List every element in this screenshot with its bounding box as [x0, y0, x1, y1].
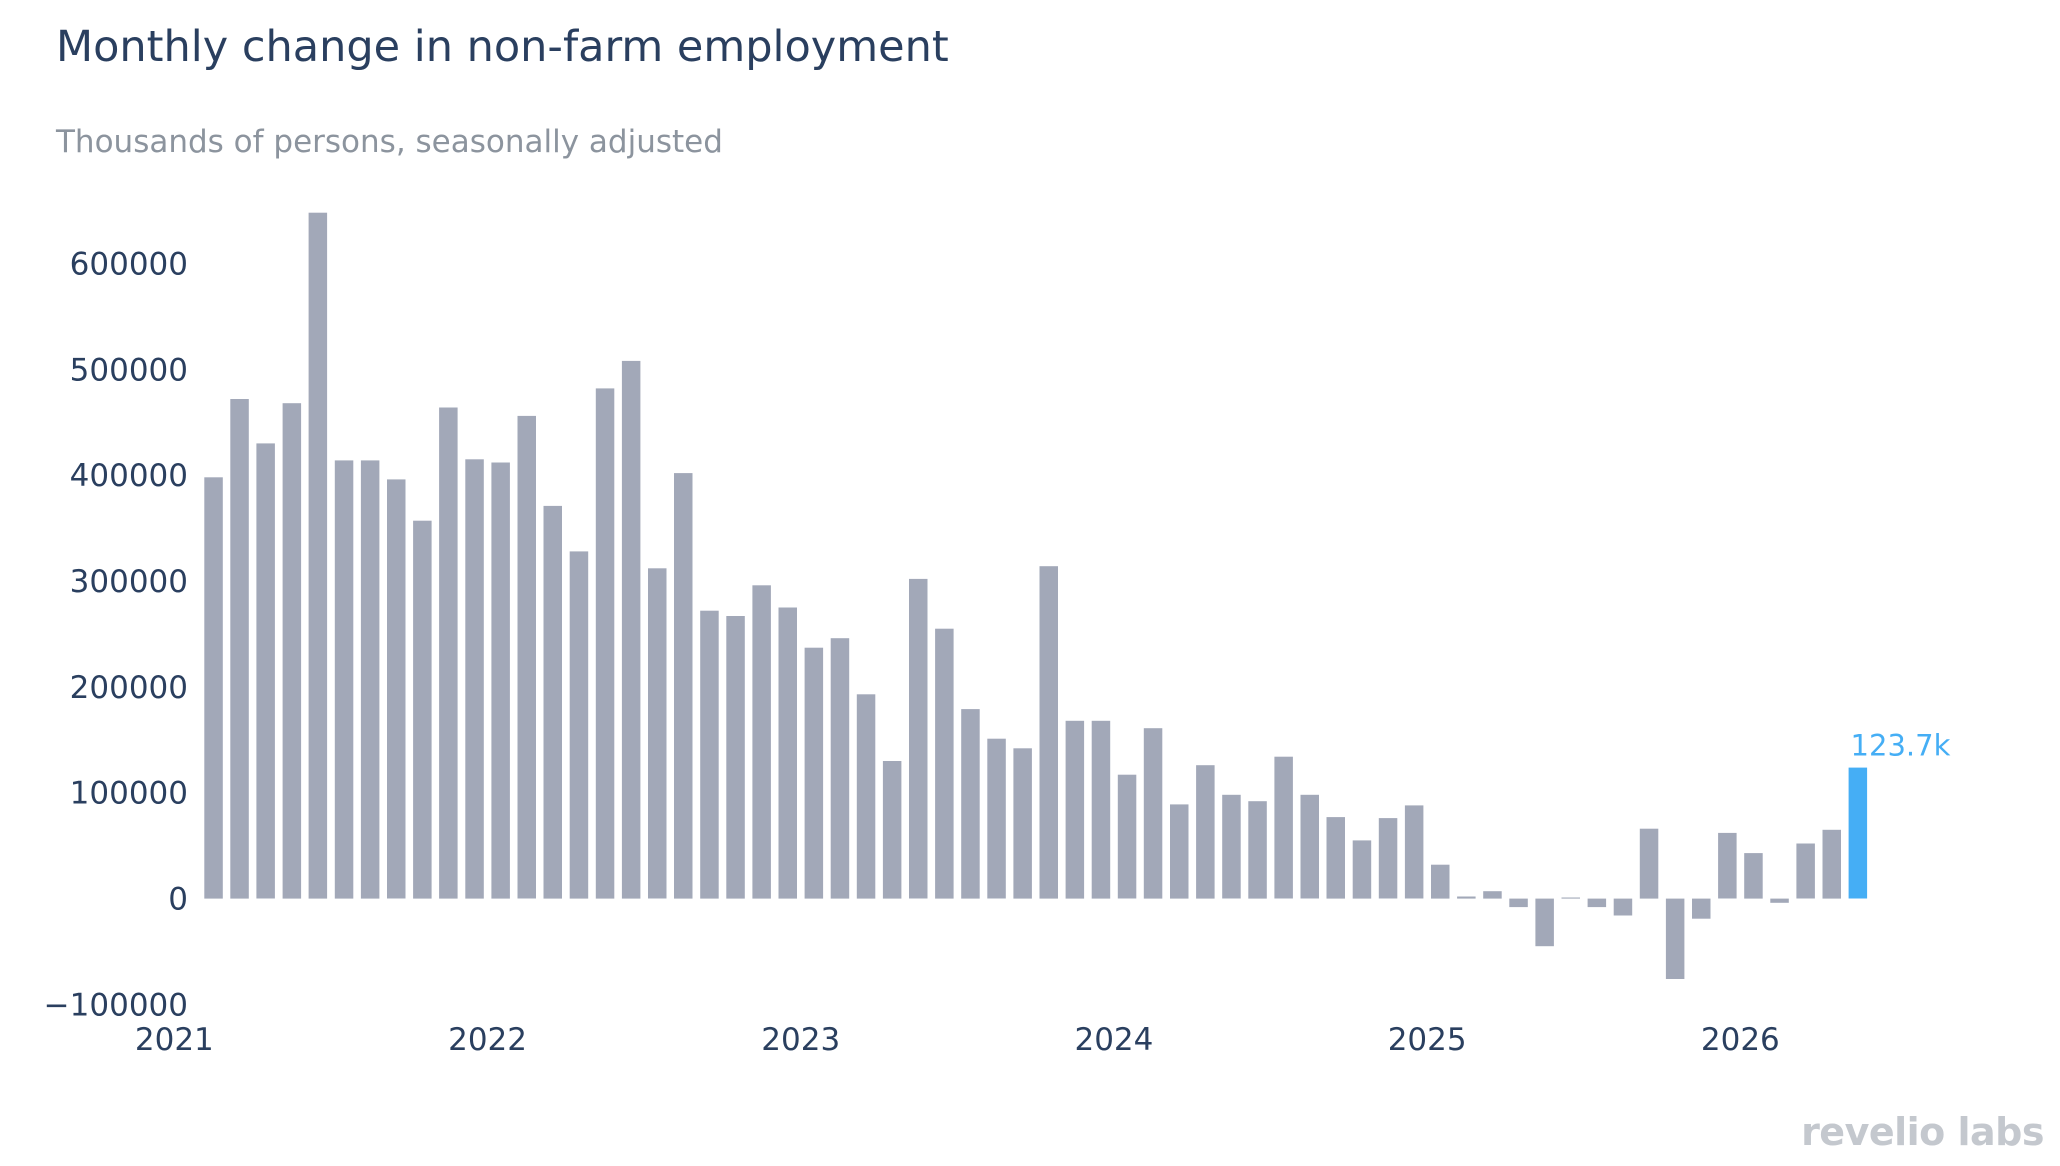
bar — [1483, 891, 1502, 899]
bar — [595, 388, 615, 899]
bar — [360, 460, 380, 899]
bar — [1091, 720, 1111, 899]
y-tick-label: 400000 — [70, 458, 188, 494]
bar — [674, 473, 693, 899]
y-tick-label: 100000 — [70, 776, 188, 812]
bar — [778, 607, 797, 899]
bar — [256, 443, 275, 899]
bar — [882, 761, 902, 899]
bar — [1561, 897, 1580, 899]
bar — [700, 610, 719, 899]
bar — [204, 477, 223, 899]
x-tick-label: 2024 — [1074, 1022, 1153, 1058]
bar — [1718, 832, 1737, 899]
latest-value-label: 123.7k — [1851, 729, 1951, 763]
bar — [569, 551, 589, 899]
y-tick-label: 200000 — [70, 670, 188, 706]
bar — [648, 568, 667, 899]
y-tick-label: 600000 — [70, 247, 188, 283]
bar — [282, 403, 302, 899]
chart-subtitle: Thousands of persons, seasonally adjuste… — [56, 124, 723, 160]
bar — [1065, 720, 1085, 899]
bar-latest — [1848, 767, 1868, 899]
bar — [230, 399, 249, 899]
bar — [1378, 818, 1398, 899]
bar — [1457, 896, 1476, 899]
y-tick-label: 0 — [168, 882, 188, 918]
bar — [1274, 756, 1293, 899]
y-tick-label: 300000 — [70, 564, 188, 600]
bar — [1431, 864, 1450, 899]
bar — [1170, 804, 1189, 899]
x-tick-label: 2025 — [1388, 1022, 1467, 1058]
bar — [439, 407, 458, 899]
bar — [1509, 898, 1528, 908]
y-tick-label: 500000 — [70, 352, 188, 388]
bar — [1639, 828, 1659, 899]
x-tick-label: 2026 — [1701, 1022, 1780, 1058]
bar — [413, 520, 432, 899]
bar — [752, 585, 771, 899]
bar — [1404, 805, 1424, 899]
bar — [726, 616, 745, 899]
y-tick-label: −100000 — [44, 987, 188, 1023]
bar — [1326, 817, 1345, 899]
bar — [830, 638, 850, 899]
bar — [387, 479, 406, 899]
bar — [1770, 898, 1789, 903]
bar — [804, 647, 824, 899]
bar — [491, 462, 510, 899]
bar — [961, 709, 980, 899]
bar — [909, 578, 928, 899]
bar — [1744, 853, 1763, 899]
bar — [1692, 898, 1711, 919]
bar — [543, 505, 562, 899]
bar — [1222, 794, 1241, 899]
bar — [1796, 843, 1815, 899]
bar — [334, 460, 354, 899]
revelio-labs-logo: revelio labs — [1801, 1110, 2044, 1154]
bar — [1039, 566, 1058, 899]
bar — [1535, 898, 1554, 947]
bar — [1196, 765, 1215, 899]
bar — [621, 360, 641, 899]
bar — [1117, 774, 1137, 899]
bar — [1300, 794, 1319, 899]
y-axis: −100000 0 100000 200000 300000 400000 500000 60… — [44, 247, 188, 1024]
bar — [856, 694, 876, 899]
bar — [1143, 728, 1163, 899]
bar — [1822, 829, 1841, 899]
chart-title: Monthly change in non-farm employment — [56, 22, 949, 72]
bar — [465, 459, 484, 899]
bar — [935, 628, 954, 899]
bar — [1352, 840, 1372, 899]
data-labels: 123.7k — [1851, 729, 1951, 763]
bar — [1248, 801, 1267, 899]
x-tick-label: 2023 — [761, 1022, 840, 1058]
bar — [1613, 898, 1633, 916]
bar — [517, 415, 536, 899]
bar — [987, 738, 1006, 899]
x-tick-label: 2021 — [135, 1022, 214, 1058]
bar-series — [204, 212, 1868, 979]
bar — [1665, 898, 1685, 979]
x-axis: 2021 2022 2023 2024 2025 2026 — [135, 1022, 1780, 1058]
bar — [1013, 748, 1032, 899]
bar — [308, 212, 328, 899]
bar — [1587, 898, 1607, 908]
x-tick-label: 2022 — [448, 1022, 527, 1058]
